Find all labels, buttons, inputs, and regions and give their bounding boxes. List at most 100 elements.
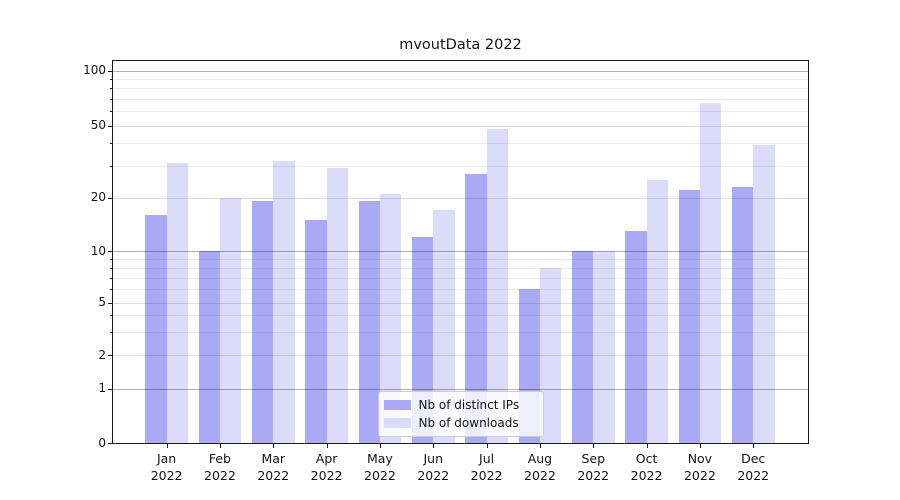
x-tick-label-jul: Jul 2022 <box>470 451 503 483</box>
y-minor-tick-6 <box>109 288 112 290</box>
legend-item-ips: Nb of distinct IPs <box>383 397 538 412</box>
y-tick-0 <box>108 443 112 444</box>
x-tick-jan <box>166 444 168 448</box>
y-minor-tick-30 <box>109 165 112 167</box>
gridline-1 <box>113 388 808 390</box>
legend-label-downloads: Nb of downloads <box>418 415 519 430</box>
bar-downloads-dec <box>753 145 775 443</box>
bar-downloads-feb <box>219 197 242 443</box>
y-tick-10 <box>108 251 112 252</box>
gridline-100 <box>113 70 808 72</box>
y-tick-label-5: 5 <box>98 295 106 309</box>
bar-ips-apr <box>305 219 327 443</box>
bar-ips-oct <box>625 230 647 443</box>
bar-downloads-apr <box>326 168 348 443</box>
legend-swatch-downloads <box>383 417 411 428</box>
gridline-5 <box>113 302 808 304</box>
y-tick-label-20: 20 <box>90 190 106 204</box>
gridline-7 <box>113 277 808 279</box>
gridline-20 <box>113 197 808 199</box>
legend-swatch-ips <box>383 399 411 410</box>
y-tick-50 <box>108 125 112 127</box>
x-tick-sep <box>593 444 595 448</box>
bar-ips-dec <box>731 186 754 443</box>
bar-ips-jan <box>145 214 167 443</box>
y-minor-tick-90 <box>109 78 112 80</box>
x-tick-label-apr: Apr 2022 <box>310 451 343 483</box>
plot-area <box>112 60 809 444</box>
y-tick-label-1: 1 <box>98 381 106 395</box>
bar-ips-jul <box>465 173 487 443</box>
y-minor-tick-9 <box>109 258 112 260</box>
y-minor-tick-40 <box>109 143 112 145</box>
x-tick-label-feb: Feb 2022 <box>204 451 236 483</box>
x-tick-dec <box>753 444 755 448</box>
gridline-2 <box>113 355 808 356</box>
gridline-90 <box>113 78 808 80</box>
bar-ips-may <box>358 201 380 443</box>
y-tick-2 <box>108 355 112 356</box>
bar-ips-mar <box>251 201 274 443</box>
y-tick-label-0: 0 <box>98 435 106 450</box>
x-tick-mar <box>273 444 275 448</box>
y-tick-label-100: 100 <box>83 63 106 77</box>
gridline-3 <box>113 331 808 333</box>
bar-downloads-oct <box>646 179 668 443</box>
y-tick-1 <box>108 388 112 390</box>
y-minor-tick-60 <box>109 111 112 113</box>
x-tick-label-aug: Aug 2022 <box>524 451 556 483</box>
y-minor-tick-7 <box>109 277 112 279</box>
y-tick-5 <box>108 302 112 304</box>
chart-title: mvoutData 2022 <box>399 37 522 53</box>
x-tick-aug <box>539 444 541 448</box>
gridline-40 <box>113 143 808 145</box>
x-tick-label-oct: Oct 2022 <box>630 451 663 483</box>
x-tick-label-jan: Jan 2022 <box>150 451 183 483</box>
x-tick-label-nov: Nov 2022 <box>683 451 716 483</box>
x-tick-jun <box>433 444 435 448</box>
y-minor-tick-8 <box>109 267 112 269</box>
x-tick-oct <box>646 444 648 448</box>
x-tick-feb <box>219 444 221 448</box>
legend-item-downloads: Nb of downloads <box>383 415 538 430</box>
y-tick-label-2: 2 <box>98 347 106 362</box>
bar-downloads-jan <box>166 163 188 443</box>
x-tick-label-sep: Sep 2022 <box>577 451 610 483</box>
gridline-80 <box>113 88 808 90</box>
bar-ips-nov <box>678 190 700 443</box>
y-tick-label-10: 10 <box>90 243 106 258</box>
bar-downloads-nov <box>699 103 722 443</box>
x-tick-may <box>379 444 381 448</box>
y-tick-100 <box>108 70 112 72</box>
gridline-30 <box>113 165 808 167</box>
x-tick-label-jun: Jun 2022 <box>417 451 450 483</box>
y-tick-20 <box>108 197 112 199</box>
legend: Nb of distinct IPs Nb of downloads <box>377 390 544 437</box>
x-tick-label-may: May 2022 <box>364 451 396 483</box>
x-tick-nov <box>699 444 701 448</box>
gridline-50 <box>113 125 808 127</box>
bar-downloads-aug <box>539 267 562 443</box>
y-minor-tick-4 <box>109 315 112 317</box>
x-tick-label-mar: Mar 2022 <box>257 451 290 483</box>
x-tick-label-dec: Dec 2022 <box>737 451 770 483</box>
y-tick-label-50: 50 <box>90 118 106 132</box>
bar-ips-sep <box>571 251 594 443</box>
gridline-8 <box>113 267 808 269</box>
x-tick-apr <box>326 444 328 448</box>
y-minor-tick-70 <box>109 98 112 100</box>
bar-downloads-sep <box>593 251 615 443</box>
gridline-9 <box>113 258 808 260</box>
gridline-6 <box>113 288 808 290</box>
bar-downloads-jul <box>486 128 508 443</box>
gridline-70 <box>113 98 808 100</box>
bar-ips-feb <box>198 251 220 443</box>
y-minor-tick-3 <box>109 331 112 333</box>
bar-downloads-mar <box>273 160 295 443</box>
legend-label-ips: Nb of distinct IPs <box>418 397 520 412</box>
gridline-4 <box>113 315 808 317</box>
bar-downloads-may <box>379 193 402 443</box>
gridline-60 <box>113 111 808 113</box>
x-tick-jul <box>486 444 488 448</box>
